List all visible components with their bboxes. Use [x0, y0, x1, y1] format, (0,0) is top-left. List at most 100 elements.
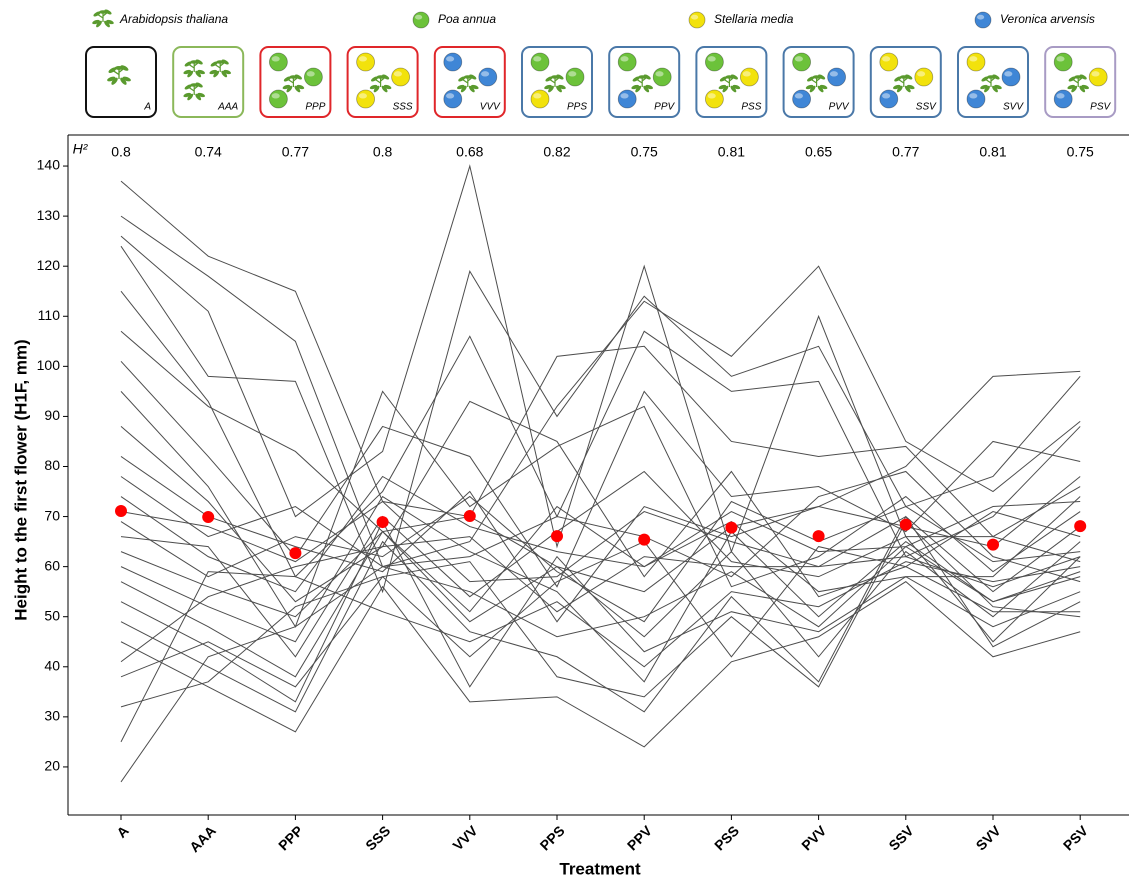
ball-shine	[306, 71, 315, 77]
mean-point	[551, 530, 563, 543]
plant-leaf	[817, 85, 824, 93]
plant-leaf	[294, 74, 302, 80]
species-ball	[966, 52, 986, 72]
species-ball	[443, 52, 463, 72]
plant-leaf	[195, 93, 202, 101]
ball-shine	[568, 71, 577, 77]
species-ball	[879, 89, 899, 109]
plant-leaf	[1074, 75, 1083, 79]
plant-leaf	[99, 10, 107, 14]
genotype-line	[120, 330, 1081, 538]
plant-leaf	[725, 75, 734, 79]
plant-leaf	[1071, 85, 1078, 93]
species-ball	[827, 67, 846, 87]
x-tick-label: PPP	[275, 822, 306, 853]
mean-point	[987, 538, 999, 551]
plant-leaf	[120, 65, 129, 71]
treatment-box-label: PSS	[741, 102, 761, 113]
genotype-line	[120, 495, 1081, 623]
h2-value: 0.75	[1067, 144, 1094, 160]
genotype-line	[120, 581, 1081, 748]
plant-leaf	[981, 76, 989, 82]
h2-value: 0.68	[456, 144, 483, 160]
mean-point	[899, 518, 912, 531]
plant-leaf	[286, 85, 293, 93]
species-ball	[412, 11, 430, 29]
treatment-box	[172, 46, 245, 118]
ball-shine	[794, 56, 803, 62]
plant-icon	[718, 74, 741, 93]
plant-leaf	[1079, 74, 1087, 80]
plant-leaf	[551, 75, 559, 79]
genotype-line	[120, 500, 1081, 593]
plant-leaf	[93, 11, 101, 17]
species-name: Veronica arvensis	[1000, 12, 1095, 26]
treatment-box-label: AAA	[217, 102, 238, 113]
ball-shine	[882, 93, 891, 99]
ball-shine	[358, 56, 367, 62]
plant-leaf	[382, 74, 390, 80]
plant-leaf	[195, 70, 202, 78]
species-ball	[617, 52, 637, 72]
y-tick-label: 80	[44, 457, 60, 473]
plant-leaf	[635, 85, 642, 93]
species-ball	[268, 89, 288, 109]
ball-shine	[481, 71, 490, 77]
genotype-line	[120, 290, 1081, 578]
h2-value: 0.65	[805, 144, 832, 160]
plant-leaf	[104, 9, 112, 15]
genotype-line	[120, 456, 1081, 623]
plant-leaf	[221, 70, 228, 78]
plant-leaf	[548, 85, 554, 93]
ball-shine	[393, 71, 402, 77]
x-tick-label: PSS	[711, 822, 742, 853]
ball-shine	[358, 93, 367, 99]
plant-icon	[544, 74, 566, 93]
ball-shine	[977, 14, 985, 20]
plant-leaf	[104, 20, 110, 28]
plant-leaf	[460, 85, 467, 93]
y-tick-label: 20	[44, 758, 60, 774]
plant-leaf	[984, 85, 990, 93]
plant-leaf	[283, 76, 291, 82]
genotype-line	[120, 520, 1081, 698]
plant-leaf	[190, 60, 199, 64]
mean-point	[1074, 520, 1087, 533]
y-tick-label: 70	[44, 507, 60, 523]
species-ball	[740, 67, 759, 87]
plant-leaf	[632, 76, 640, 82]
species-ball	[443, 89, 463, 109]
genotype-line	[120, 536, 1081, 663]
plant-leaf	[904, 85, 911, 93]
treatment-box	[85, 46, 157, 118]
species-ball	[705, 52, 724, 72]
plant-leaf	[894, 76, 902, 82]
x-tick-label: SSS	[362, 822, 393, 853]
species-ball	[303, 67, 323, 87]
genotype-line	[120, 215, 1081, 568]
y-tick-label: 130	[37, 207, 61, 223]
h2-value: 0.8	[373, 144, 393, 160]
plant-leaf	[187, 93, 194, 101]
genotype-line	[120, 545, 1081, 783]
plant-icon	[107, 65, 131, 85]
mean-point	[202, 511, 215, 524]
plant-leaf	[463, 75, 472, 79]
h2-value: 0.77	[892, 144, 919, 160]
plant-icon	[183, 82, 206, 101]
species-ball	[268, 52, 288, 72]
plant-leaf	[289, 75, 298, 79]
y-tick-label: 60	[44, 557, 60, 573]
genotype-line	[120, 180, 1081, 593]
genotype-line	[120, 475, 1081, 593]
x-tick-label: A	[113, 822, 131, 840]
ball-shine	[655, 71, 664, 77]
y-tick-label: 140	[37, 157, 61, 173]
x-tick-label: VVV	[449, 822, 481, 854]
ball-shine	[446, 93, 455, 99]
ball-shine	[969, 93, 978, 99]
ball-shine	[620, 93, 629, 99]
species-ball	[688, 11, 706, 29]
plant-leaf	[556, 74, 564, 80]
plant-leaf	[114, 66, 124, 70]
